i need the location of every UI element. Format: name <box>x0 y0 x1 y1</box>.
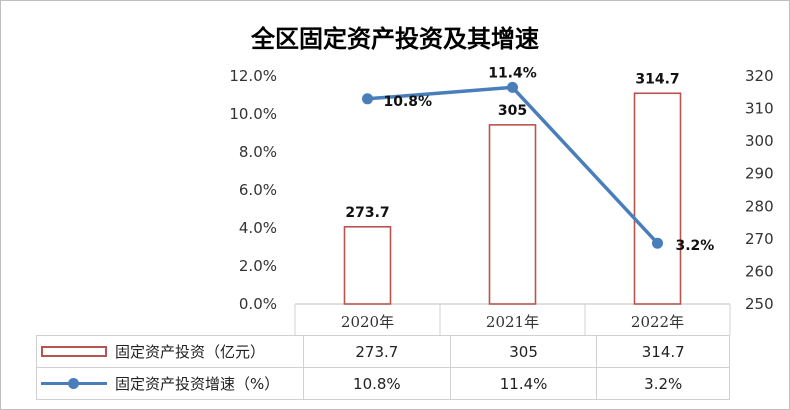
right-axis-tick-label: 310 <box>745 100 774 118</box>
table-cell: 3.2% <box>596 367 730 400</box>
bar-data-label: 305 <box>498 103 527 119</box>
growth-point <box>362 93 373 105</box>
table-row-investment: 固定资产投资（亿元） 273.7 305 314.7 <box>36 335 730 368</box>
left-axis-tick-label: 6.0% <box>239 181 277 199</box>
right-axis-tick-label: 270 <box>745 230 774 248</box>
table-cell: 273.7 <box>303 335 451 368</box>
left-axis-tick-label: 2.0% <box>239 257 277 275</box>
legend-key-growth: 固定资产投资增速（%） <box>36 367 304 400</box>
right-axis-tick-label: 260 <box>745 262 774 280</box>
data-table: 固定资产投资（亿元） 273.7 305 314.7 固定资产投资增速（%） 1… <box>36 335 730 400</box>
table-cell: 314.7 <box>596 335 730 368</box>
x-axis-tick-label: 2020年 <box>341 313 394 331</box>
line-legend-swatch <box>41 378 107 389</box>
table-cell: 305 <box>449 335 598 368</box>
legend-key-investment: 固定资产投资（亿元） <box>36 335 304 368</box>
legend-label-growth: 固定资产投资增速（%） <box>115 375 280 393</box>
bar <box>343 226 392 305</box>
right-axis-tick-label: 300 <box>745 132 774 150</box>
growth-point <box>507 81 518 93</box>
right-axis-tick-label: 250 <box>745 295 774 313</box>
table-cell: 11.4% <box>449 367 598 400</box>
bar-data-label: 273.7 <box>345 205 389 221</box>
table-cell: 10.8% <box>303 367 451 400</box>
bar <box>488 124 537 305</box>
left-axis-tick-label: 4.0% <box>239 219 277 237</box>
x-axis-tick-label: 2021年 <box>486 313 539 331</box>
growth-data-label: 3.2% <box>676 238 715 254</box>
table-row-growth: 固定资产投资增速（%） 10.8% 11.4% 3.2% <box>36 367 730 400</box>
left-axis-tick-label: 8.0% <box>239 143 277 161</box>
chart-title: 全区固定资产投资及其增速 <box>251 24 539 53</box>
bar-legend-swatch <box>41 346 107 357</box>
left-axis-tick-label: 0.0% <box>239 295 277 313</box>
growth-point <box>652 237 663 249</box>
right-axis-tick-label: 290 <box>745 165 774 183</box>
bar <box>633 92 682 305</box>
right-axis-tick-label: 320 <box>745 67 774 85</box>
bar-data-label: 314.7 <box>635 71 679 87</box>
growth-data-label: 11.4% <box>488 65 537 81</box>
left-axis-tick-label: 10.0% <box>229 105 277 123</box>
right-axis-tick-label: 280 <box>745 197 774 215</box>
left-axis-tick-label: 12.0% <box>229 67 277 85</box>
legend-label-investment: 固定资产投资（亿元） <box>115 343 266 361</box>
x-axis-tick-label: 2022年 <box>631 313 684 331</box>
growth-data-label: 10.8% <box>384 94 433 110</box>
